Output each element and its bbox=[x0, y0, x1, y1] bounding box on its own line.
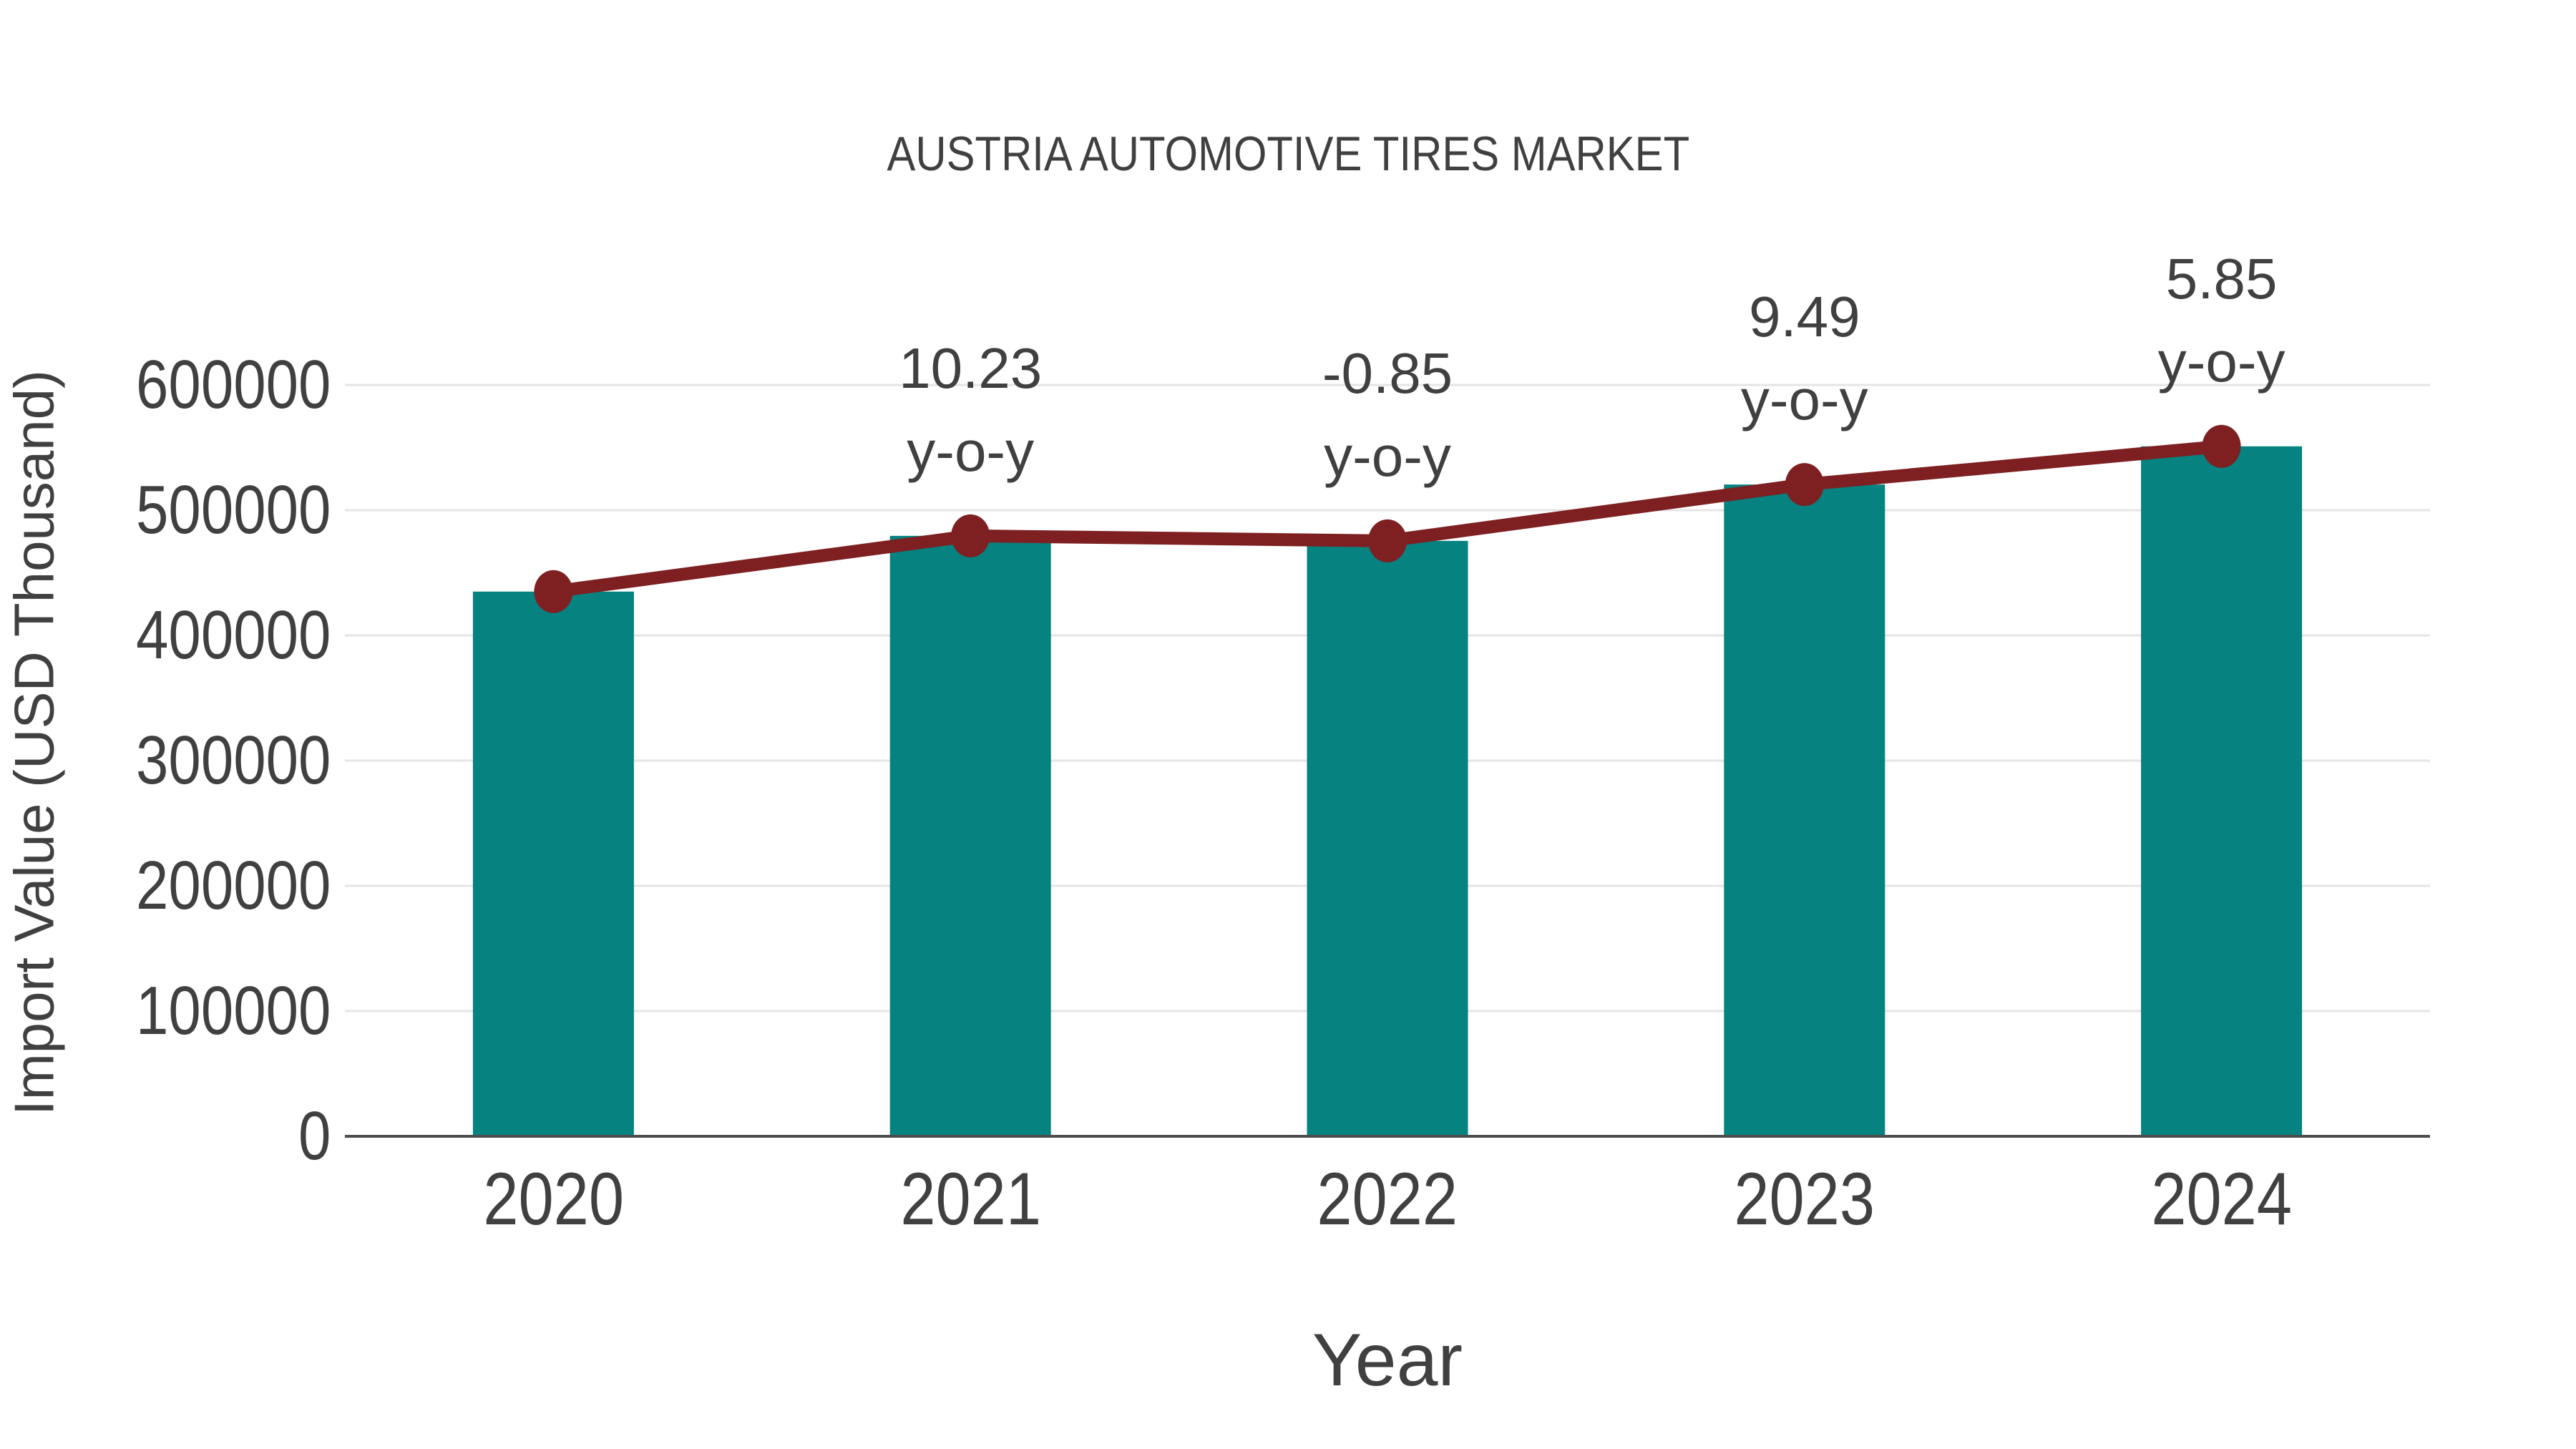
x-tick-label-2024: 2024 bbox=[2151, 1158, 2292, 1241]
y-tick-label-300000: 300000 bbox=[135, 722, 331, 799]
annotation-2024: 5.85 y-o-y bbox=[2007, 238, 2436, 404]
y-tick-label-200000: 200000 bbox=[135, 847, 331, 924]
chart-title-text: AUSTRIA AUTOMOTIVE TIRES MARKET bbox=[887, 127, 1689, 181]
marker-2022 bbox=[1368, 519, 1407, 562]
annotation-2021: 10.23 y-o-y bbox=[756, 327, 1185, 493]
annotation-2023: 9.49 y-o-y bbox=[1590, 275, 2019, 441]
yoy-suffix-2021: y-o-y bbox=[907, 419, 1035, 483]
y-tick-label-500000: 500000 bbox=[135, 472, 331, 548]
x-axis-title: Year bbox=[1312, 1319, 1463, 1402]
x-tick-label-2022: 2022 bbox=[1317, 1158, 1458, 1241]
bar-2022 bbox=[1307, 540, 1468, 1136]
yoy-suffix-2024: y-o-y bbox=[2157, 329, 2285, 394]
yoy-suffix-2022: y-o-y bbox=[1324, 424, 1451, 488]
marker-2024 bbox=[2202, 424, 2241, 468]
x-tick-label-2020: 2020 bbox=[483, 1158, 624, 1241]
marker-2021 bbox=[951, 514, 990, 557]
x-tick-label-2021: 2021 bbox=[899, 1158, 1041, 1241]
yoy-value-2021: 10.23 bbox=[899, 336, 1043, 400]
y-tick-label-400000: 400000 bbox=[135, 597, 331, 673]
y-tick-label-100000: 100000 bbox=[135, 972, 331, 1049]
chart-title: AUSTRIA AUTOMOTIVE TIRES MARKET bbox=[0, 120, 2576, 187]
yoy-suffix-2023: y-o-y bbox=[1740, 368, 1868, 432]
bar-2021 bbox=[889, 535, 1051, 1136]
yoy-value-2023: 9.49 bbox=[1748, 285, 1860, 349]
bar-2023 bbox=[1724, 484, 1885, 1136]
marker-2020 bbox=[534, 570, 573, 613]
annotation-2022: -0.85 y-o-y bbox=[1173, 332, 1602, 498]
bar-2020 bbox=[472, 591, 634, 1136]
y-tick-label-0: 0 bbox=[298, 1098, 331, 1174]
yoy-value-2024: 5.85 bbox=[2165, 246, 2278, 311]
y-tick-label-600000: 600000 bbox=[135, 346, 331, 423]
marker-2023 bbox=[1785, 463, 1824, 507]
yoy-value-2022: -0.85 bbox=[1322, 341, 1453, 405]
y-axis-title: Import Value (USD Thousand) bbox=[2, 370, 66, 1116]
x-tick-label-2023: 2023 bbox=[1734, 1158, 1875, 1241]
bar-2024 bbox=[2141, 446, 2303, 1136]
